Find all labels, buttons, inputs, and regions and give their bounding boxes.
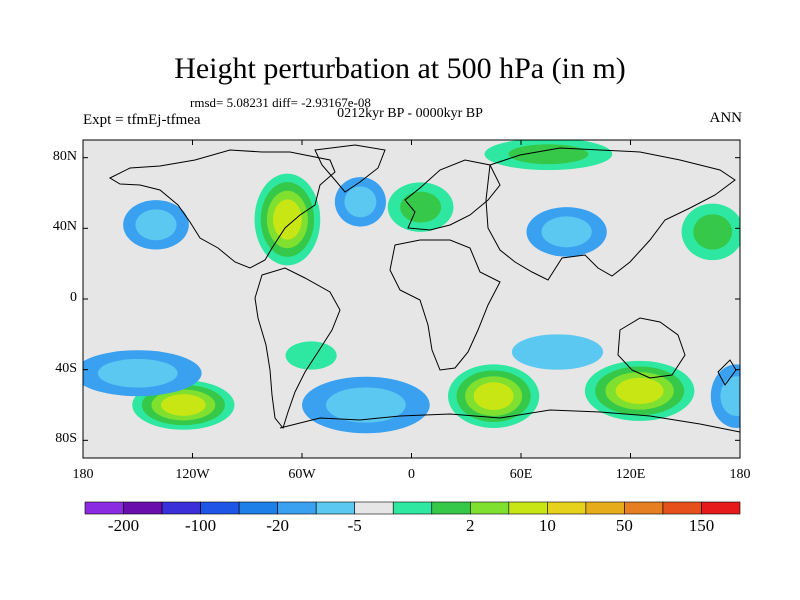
rmsd-diff-text: rmsd= 5.08231 diff= -2.93167e-08 [190,95,371,110]
season-label: ANN [709,110,743,126]
anomaly-south-pacific-positive-core-3 [161,394,206,416]
colorbar-swatch-11 [508,501,548,515]
lat-label-40S: 40S [55,360,77,376]
colorbar-swatch-2 [161,501,201,515]
lon-label-0: 0 [408,467,415,482]
colorbar-label--200: -200 [107,516,140,535]
colorbar-label-50: 50 [615,516,633,535]
anomaly-south-atlantic-negative-core-1 [325,387,406,423]
colorbar-swatch-0 [84,501,124,515]
colorbar-label-2: 2 [466,516,475,535]
colorbar-swatch-4 [238,501,278,515]
anomaly-southern-indian-positive-core-3 [473,382,514,411]
lat-label-80S: 80S [55,431,77,447]
coastlines [108,144,740,433]
lon-label-60W: 60W [288,467,316,482]
anomaly-northwest-pacific-positive-core-1 [693,214,733,250]
colorbar-swatch-16 [701,501,741,515]
colorbar-swatch-6 [315,501,356,515]
coastline-north-america [108,149,336,269]
lon-label-180: 180 [729,467,751,482]
colorbar-swatch-14 [624,501,664,515]
axis-ticks [82,140,741,458]
colorbar-swatch-12 [547,501,587,515]
time-period-text: 0212kyr BP - 0000kyr BP [337,106,483,121]
chart-title: Height perturbation at 500 hPa (in m) [174,52,626,85]
anomaly-north-pacific-negative-core-1 [135,209,177,241]
colorbar-swatch-9 [431,501,471,515]
anomaly-australia-positive-core-3 [615,377,664,405]
anomaly-indian-ocean-negative [511,334,604,370]
coastline-south-america [254,267,341,430]
colorbar-swatch-5 [277,501,317,515]
anomaly-europe-positive-core-1 [400,191,442,223]
coastline-antarctica [279,409,740,433]
lon-label-180: 180 [72,467,94,482]
coastline-australia [617,317,686,379]
lon-label-120E: 120E [615,467,646,482]
anomaly-south-america-positive [285,341,337,370]
colorbar-swatch-13 [585,501,625,515]
lon-label-120W: 120W [175,467,210,482]
colorbar-swatch-1 [123,501,163,515]
colorbar-label--5: -5 [347,516,362,535]
colorbar [84,501,741,515]
coastline-africa [389,239,501,371]
coastline-asia [485,147,736,281]
colorbar-swatch-10 [469,501,510,515]
lat-label-0: 0 [70,290,77,305]
anomaly-north-atlantic-negative-core-1 [344,186,377,218]
anomaly-southwest-pacific-negative-core-1 [720,376,740,417]
anomaly-south-pacific-negative-core-1 [97,358,178,388]
colorbar-label--20: -20 [266,516,289,535]
anomaly-east-asia-negative-core-1 [541,216,592,248]
coastline-greenland [314,144,386,193]
colorbar-label--100: -100 [184,516,217,535]
lat-label-40N: 40N [52,219,77,235]
anomaly-arctic-positive-core-1 [508,144,589,165]
lon-label-60E: 60E [509,467,533,482]
colorbar-swatch-8 [392,501,433,515]
colorbar-label-10: 10 [538,516,556,535]
experiment-label: Expt = tfmEj-tfmea [83,112,201,128]
anomaly-north-america-positive-core-3 [273,199,302,240]
colorbar-swatch-15 [662,501,702,515]
lat-label-80N: 80N [52,148,77,164]
colorbar-label-150: 150 [688,516,715,535]
colorbar-swatch-7 [354,501,394,515]
colorbar-swatch-3 [200,501,240,515]
